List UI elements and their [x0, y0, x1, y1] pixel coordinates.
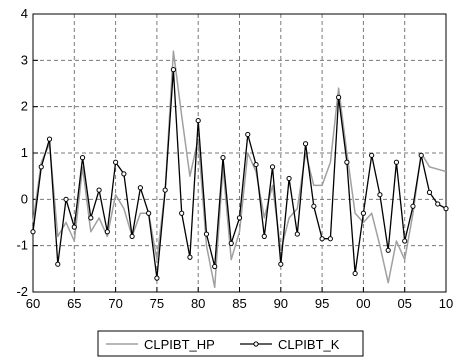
grid-lines	[33, 14, 446, 292]
legend-label-clpibt-hp: CLPIBT_HP	[144, 337, 215, 352]
data-point-clpibt-k	[261, 233, 267, 239]
series-line-clpibt-hp	[32, 50, 447, 289]
data-point-clpibt-k	[327, 236, 333, 242]
data-point-clpibt-k	[336, 94, 342, 101]
data-point-clpibt-k	[228, 240, 234, 246]
data-point-clpibt-k	[63, 196, 69, 202]
data-point-clpibt-k	[179, 210, 185, 216]
y-tick-label: -1	[16, 238, 28, 253]
x-tick-label: 00	[356, 296, 370, 311]
data-point-clpibt-k	[418, 152, 424, 158]
data-point-clpibt-k	[162, 187, 168, 193]
y-tick-label: 1	[21, 145, 28, 160]
data-point-clpibt-k	[377, 192, 383, 198]
data-point-clpibt-k	[113, 159, 119, 165]
data-point-clpibt-k	[71, 224, 77, 230]
data-point-clpibt-k	[410, 203, 416, 209]
data-point-clpibt-k	[385, 247, 391, 253]
legend-marker-clpibt-k	[253, 341, 259, 347]
y-tick-label: 2	[21, 99, 28, 114]
x-tick-label: 10	[439, 296, 453, 311]
x-tick-label: 85	[232, 296, 246, 311]
data-point-clpibt-k	[79, 155, 86, 161]
data-point-clpibt-k	[352, 270, 358, 277]
data-point-clpibt-k	[278, 261, 284, 267]
data-point-clpibt-k	[269, 164, 276, 170]
data-point-clpibt-k	[154, 275, 160, 281]
data-point-clpibt-k	[187, 254, 193, 260]
data-point-clpibt-k	[245, 131, 251, 138]
y-tick-label: 3	[21, 52, 28, 67]
data-point-clpibt-k	[129, 233, 135, 239]
axis-ticks: -2 -1 0 1 2 3 4 60 65 70 75 80 85 90 95 00 05 10	[16, 6, 453, 311]
x-tick-label: 60	[26, 296, 40, 311]
data-point-clpibt-k	[236, 215, 243, 221]
data-point-clpibt-k	[344, 159, 350, 165]
data-point-clpibt-k	[30, 229, 36, 235]
data-point-clpibt-k	[393, 159, 400, 165]
series-layer	[30, 50, 449, 289]
data-point-clpibt-k	[302, 141, 309, 147]
data-point-clpibt-k	[137, 185, 143, 191]
data-point-clpibt-k	[212, 263, 218, 270]
y-tick-label: -2	[16, 284, 28, 299]
data-point-clpibt-k	[46, 136, 53, 142]
data-point-clpibt-k	[195, 117, 201, 124]
data-point-clpibt-k	[402, 238, 408, 244]
data-point-clpibt-k	[286, 175, 292, 182]
y-tick-label: 4	[21, 6, 28, 21]
legend: CLPIBT_HP CLPIBT_K	[97, 330, 364, 357]
data-point-clpibt-k	[435, 201, 441, 207]
data-point-clpibt-k	[360, 210, 366, 216]
y-tick-label: 0	[21, 191, 28, 206]
x-tick-label: 80	[191, 296, 205, 311]
data-point-clpibt-k	[104, 229, 110, 235]
data-point-clpibt-k	[88, 215, 94, 221]
data-point-clpibt-k	[369, 152, 375, 158]
data-point-clpibt-k	[443, 206, 449, 212]
data-point-clpibt-k	[38, 164, 44, 170]
legend-box	[97, 330, 364, 357]
x-tick-label: 90	[274, 296, 288, 311]
data-point-clpibt-k	[311, 203, 317, 209]
data-point-clpibt-k	[96, 187, 102, 193]
data-point-clpibt-k	[121, 171, 127, 177]
x-tick-label: 70	[108, 296, 122, 311]
data-point-clpibt-k	[319, 236, 325, 242]
x-tick-label: 05	[397, 296, 411, 311]
x-tick-label: 75	[150, 296, 164, 311]
data-point-clpibt-k	[294, 231, 300, 237]
data-point-clpibt-k	[253, 161, 259, 168]
data-point-clpibt-k	[220, 155, 226, 161]
x-tick-label: 65	[67, 296, 81, 311]
data-point-clpibt-k	[170, 67, 177, 73]
data-point-clpibt-k	[203, 231, 210, 237]
data-point-clpibt-k	[55, 261, 61, 267]
legend-label-clpibt-k: CLPIBT_K	[278, 337, 340, 352]
data-point-clpibt-k	[146, 210, 152, 216]
x-tick-label: 95	[315, 296, 329, 311]
data-point-clpibt-k	[426, 189, 433, 195]
